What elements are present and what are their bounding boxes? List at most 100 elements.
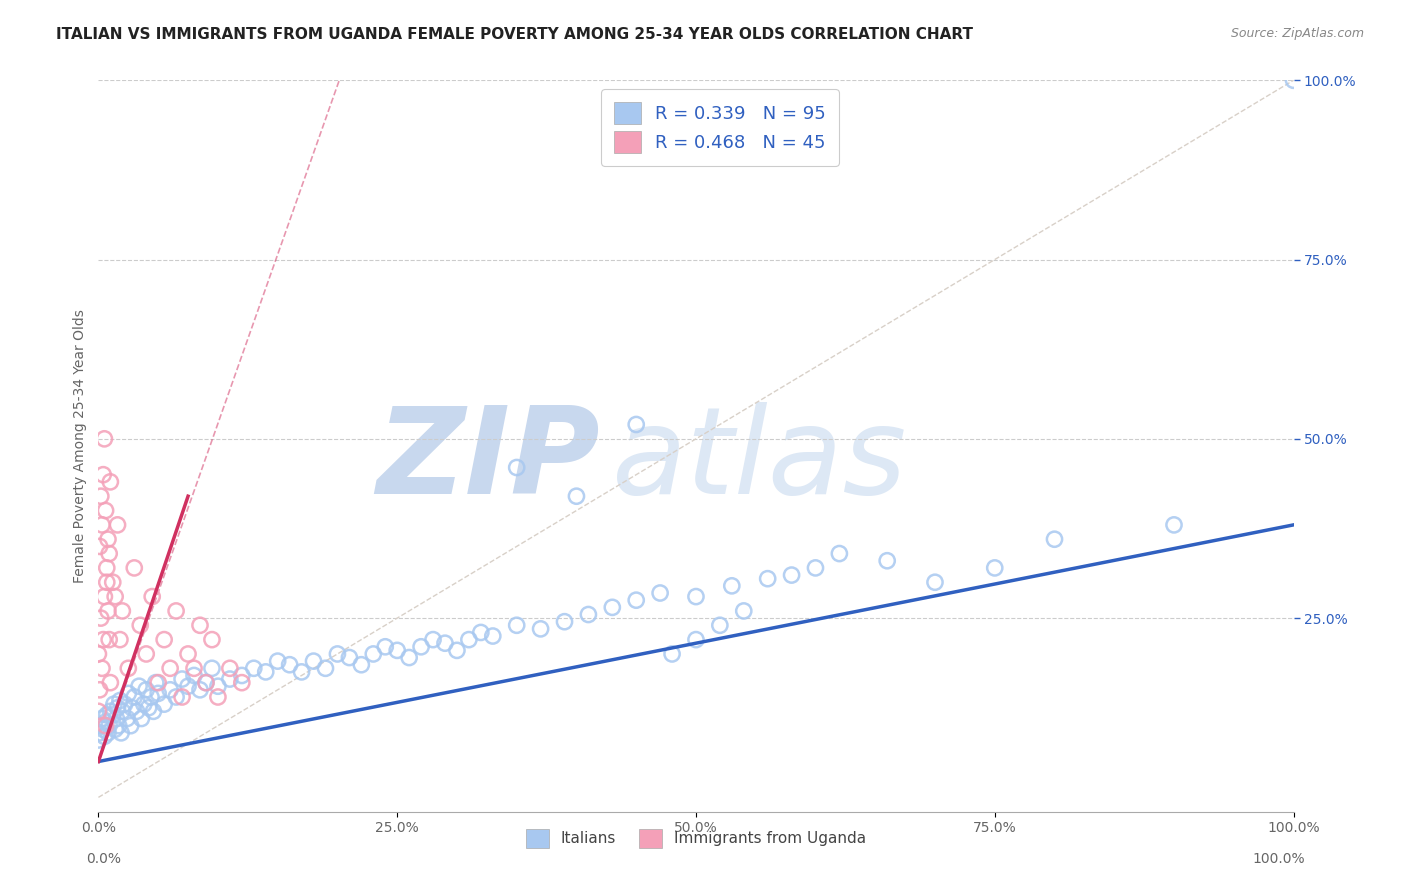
Point [89, 682, 111, 697]
Point [721, 579, 744, 593]
Y-axis label: Female Poverty Among 25-34 Year Olds: Female Poverty Among 25-34 Year Olds [73, 309, 87, 583]
Point [183, 661, 205, 675]
Point [101, 575, 124, 590]
Point [984, 561, 1007, 575]
Point [302, 654, 325, 668]
Point [104, 723, 127, 737]
Point [578, 607, 600, 622]
Point [91, 517, 114, 532]
Point [90, 719, 112, 733]
Point [108, 693, 131, 707]
Point [141, 590, 163, 604]
Point [96, 707, 118, 722]
Point [135, 647, 157, 661]
Point [98, 475, 122, 489]
Point [159, 682, 181, 697]
Point [153, 632, 176, 647]
Point [138, 700, 160, 714]
Point [183, 668, 205, 682]
Point [219, 661, 242, 675]
Point [1043, 533, 1066, 547]
Point [385, 643, 409, 657]
Point [89, 726, 111, 740]
Point [93, 590, 115, 604]
Point [93, 432, 115, 446]
Point [107, 517, 129, 532]
Point [132, 697, 155, 711]
Point [398, 650, 420, 665]
Point [481, 629, 505, 643]
Point [97, 533, 120, 547]
Point [267, 654, 290, 668]
Point [124, 690, 146, 704]
Point [188, 682, 211, 697]
Point [98, 675, 122, 690]
Point [148, 686, 170, 700]
Point [129, 618, 152, 632]
Point [121, 700, 143, 714]
Point [98, 632, 121, 647]
Point [231, 675, 253, 690]
Point [374, 640, 396, 654]
Point [339, 650, 361, 665]
Point [315, 661, 337, 675]
Point [434, 636, 457, 650]
Point [626, 417, 648, 432]
Point [177, 647, 200, 661]
Point [91, 711, 114, 725]
Text: ZIP: ZIP [377, 402, 600, 519]
Point [107, 719, 129, 733]
Point [350, 657, 373, 672]
Point [87, 733, 110, 747]
Point [87, 647, 110, 661]
Point [94, 503, 117, 517]
Point [685, 632, 707, 647]
Point [87, 704, 110, 718]
Point [165, 690, 187, 704]
Point [254, 665, 277, 679]
Point [97, 604, 120, 618]
Point [709, 618, 731, 632]
Point [685, 590, 707, 604]
Point [91, 661, 114, 675]
Point [124, 561, 146, 575]
Text: 100.0%: 100.0% [1253, 852, 1306, 866]
Point [111, 604, 134, 618]
Point [554, 615, 576, 629]
Point [195, 675, 218, 690]
Point [201, 632, 224, 647]
Text: atlas: atlas [613, 402, 908, 519]
Point [139, 690, 162, 704]
Point [94, 715, 117, 730]
Point [661, 647, 683, 661]
Point [506, 618, 529, 632]
Point [924, 575, 946, 590]
Point [828, 547, 851, 561]
Point [172, 672, 194, 686]
Point [804, 561, 827, 575]
Point [94, 719, 117, 733]
Point [1163, 517, 1185, 532]
Point [565, 489, 588, 503]
Point [90, 611, 112, 625]
Point [93, 730, 115, 744]
Point [115, 711, 138, 725]
Point [188, 618, 211, 632]
Point [470, 625, 492, 640]
Point [530, 622, 553, 636]
Point [177, 679, 200, 693]
Point [207, 679, 229, 693]
Point [207, 690, 229, 704]
Point [733, 604, 755, 618]
Point [91, 723, 114, 737]
Point [96, 561, 118, 575]
Point [602, 600, 624, 615]
Point [422, 632, 444, 647]
Point [97, 726, 120, 740]
Point [117, 661, 139, 675]
Point [111, 704, 134, 718]
Point [648, 586, 672, 600]
Point [128, 679, 150, 693]
Point [110, 726, 132, 740]
Point [131, 711, 153, 725]
